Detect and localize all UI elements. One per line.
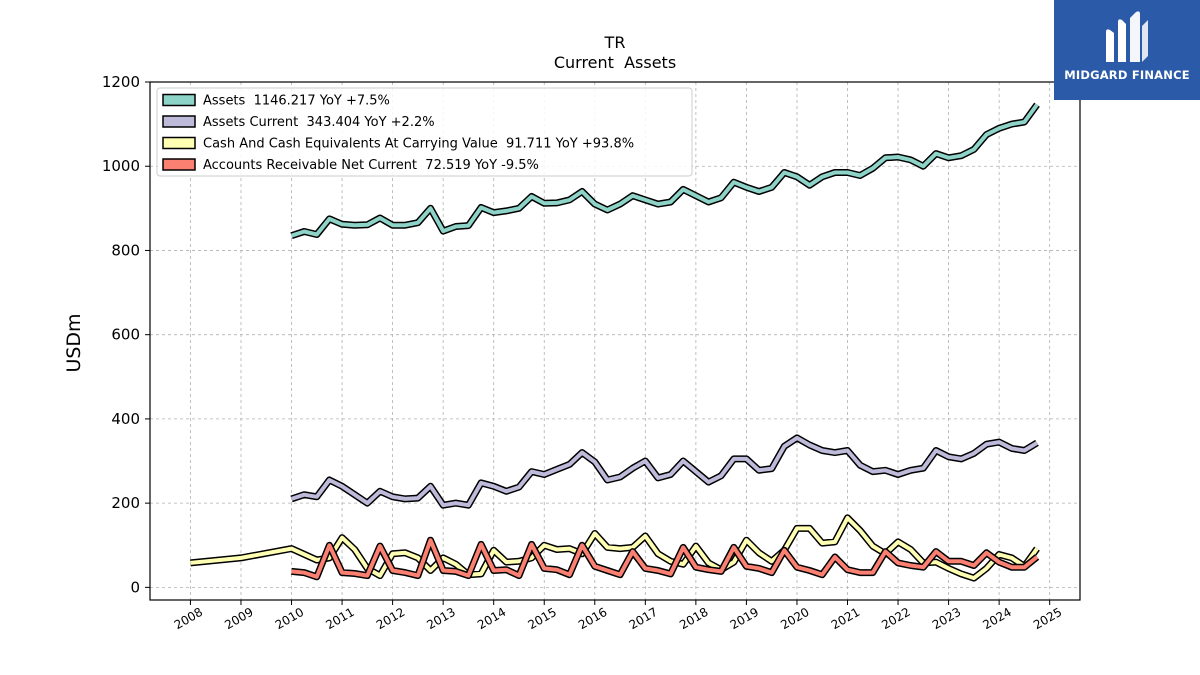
x-tick-label: 2008 [172,605,205,632]
x-tick-label: 2019 [728,605,761,632]
x-tick-label: 2015 [526,605,559,632]
series-line-outline [290,434,1039,509]
legend-entry: Accounts Receivable Net Current 72.519 Y… [203,158,539,173]
series-line [290,435,1039,508]
legend: Assets 1146.217 YoY +7.5% Assets Current … [156,87,693,177]
y-tick-label: 1000 [102,157,140,175]
y-tick-label: 0 [130,578,140,596]
brand-name: MIDGARD FINANCE [1064,68,1190,82]
x-tick-label: 2011 [323,605,356,632]
y-axis-label: USDm [63,313,85,372]
series-line [290,103,1039,238]
y-tick-label: 400 [111,410,140,428]
x-tick-label: 2014 [475,605,508,632]
x-tick-label: 2021 [829,605,862,632]
series-layer [190,102,1040,582]
chart-title: TR [604,33,626,52]
series-line [291,538,1039,579]
y-tick-label: 1200 [102,73,140,91]
x-tick-label: 2018 [677,605,710,632]
chart-subtitle: Current Assets [554,53,676,72]
y-tick-label: 200 [111,494,140,512]
legend-entry: Cash And Cash Equivalents At Carrying Va… [203,137,634,152]
legend-swatch [162,93,196,107]
x-tick-label: 2013 [424,605,457,632]
x-tick-label: 2024 [980,605,1013,632]
x-tick-label: 2025 [1031,605,1064,632]
x-tick-label: 2023 [930,605,963,632]
legend-swatch [162,158,196,171]
x-tick-label: 2010 [273,605,306,632]
brand-mark-icon [1106,11,1148,63]
x-tick-label: 2020 [778,605,811,632]
legend-entry: Assets 1146.217 YoY +7.5% [203,94,390,109]
series-line [190,515,1039,581]
plot-frame [149,81,1081,601]
x-tick-label: 2009 [222,605,255,632]
legend-box [156,87,693,177]
legend-swatch [162,115,196,128]
x-tick-label: 2012 [374,605,407,632]
legend-swatch [162,136,196,150]
x-tick-label: 2017 [627,605,660,632]
x-tick-label: 2022 [879,605,912,632]
brand-logo: MIDGARD FINANCE [1054,0,1200,100]
y-tick-label: 800 [111,241,140,259]
legend-entry: Assets Current 343.404 YoY +2.2% [203,115,435,130]
x-tick-label: 2016 [576,605,609,632]
y-tick-label: 600 [111,326,140,344]
